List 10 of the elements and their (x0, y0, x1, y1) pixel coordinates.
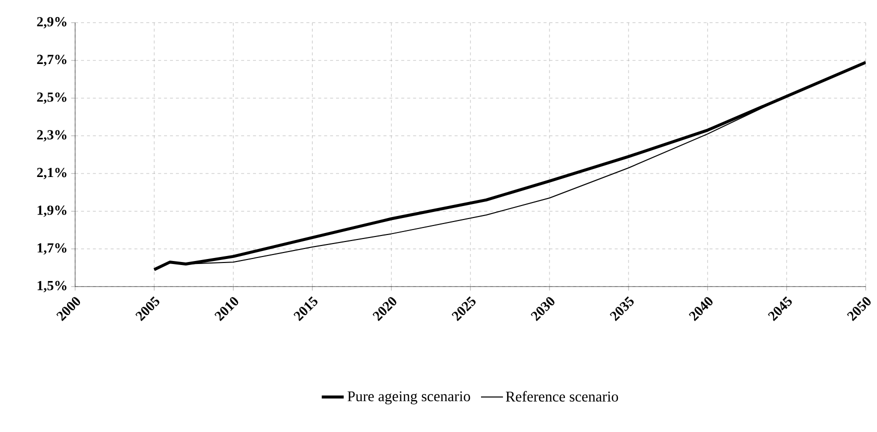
y-tick-label: 2,3% (37, 130, 66, 142)
y-tick-label: 2,9% (37, 17, 66, 28)
legend-label: Pure ageing scenario (348, 391, 470, 404)
legend-label: Reference scenario (506, 391, 618, 402)
y-tick-label: 1,7% (38, 243, 66, 255)
y-tick-label: 2,7% (37, 54, 66, 66)
y-tick-label: 1,5% (38, 280, 66, 292)
y-tick-label: 1,9% (38, 206, 66, 217)
y-tick-label: 2,1% (37, 168, 66, 180)
y-tick-label: 2,5% (37, 92, 66, 104)
